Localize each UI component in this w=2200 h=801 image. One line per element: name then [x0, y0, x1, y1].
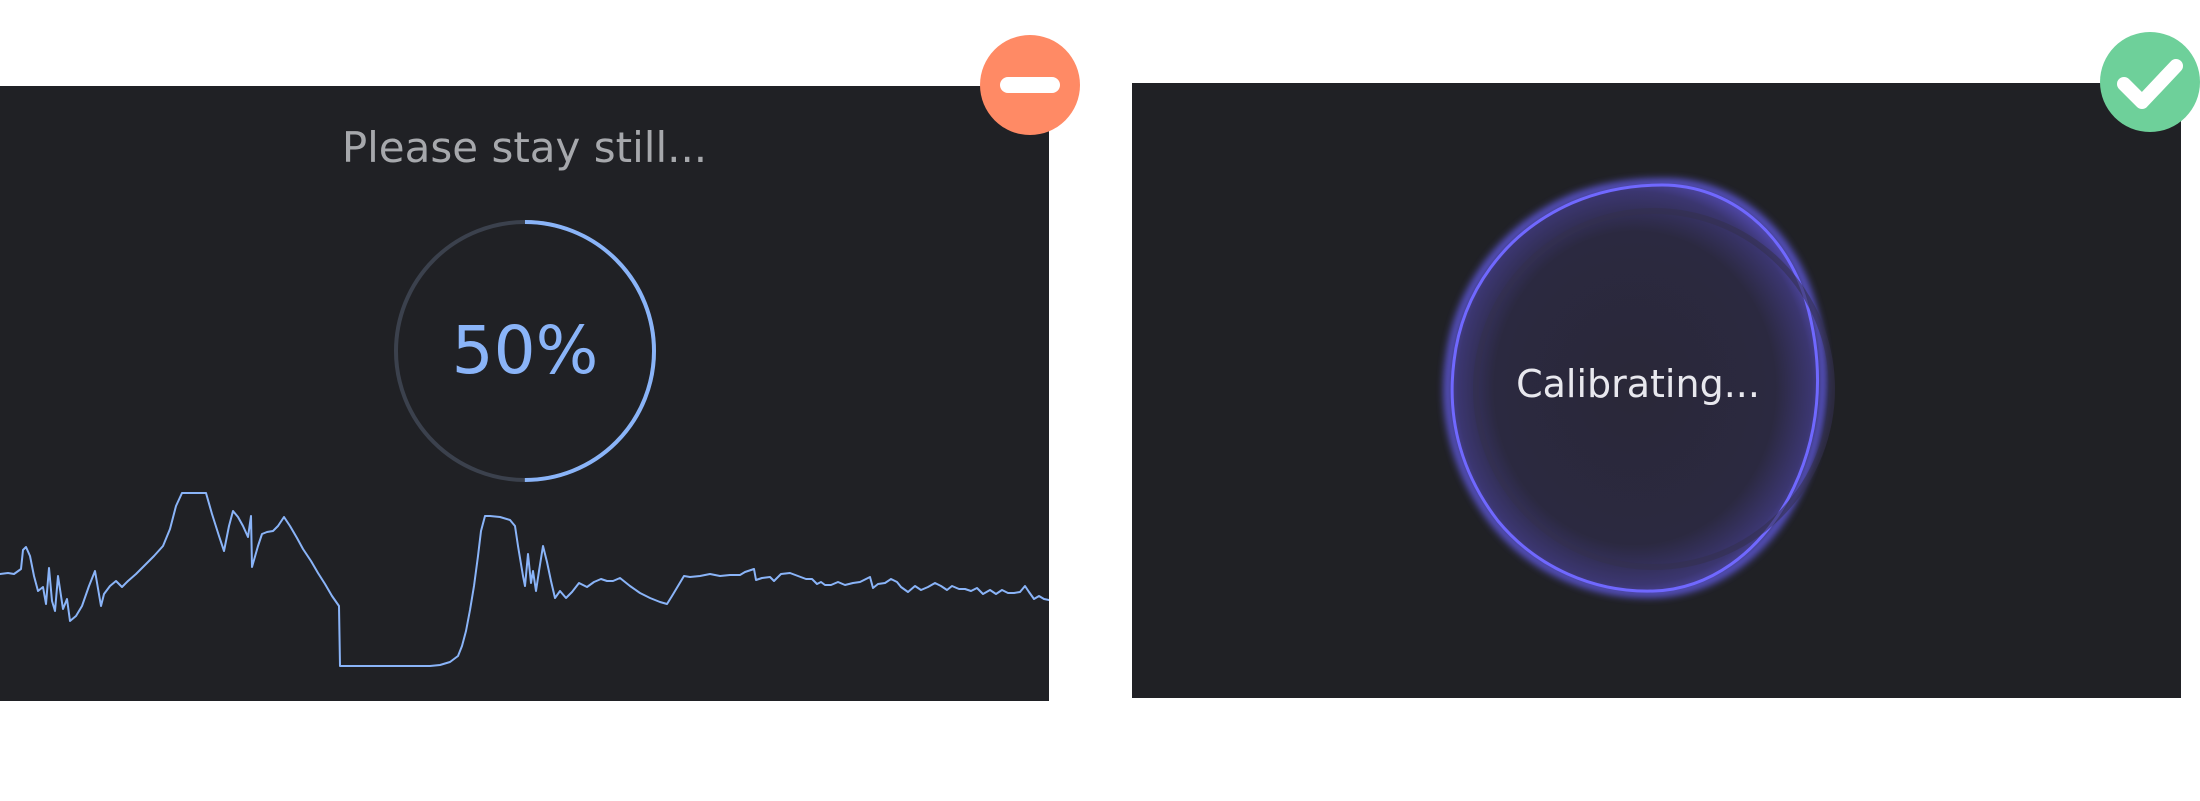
checkmark-icon — [2100, 32, 2200, 132]
calibrating-text: Calibrating... — [1516, 362, 1760, 406]
please-stay-still-text: Please stay still... — [341, 123, 708, 172]
do-example-panel: Calibrating... — [1132, 83, 2181, 698]
waveform-line — [0, 492, 1049, 667]
progress-ring — [394, 220, 656, 482]
dont-example-panel: Please stay still... 50% — [0, 86, 1049, 701]
calibration-blob — [1444, 178, 1835, 598]
progress-percent-label: 50% — [451, 312, 599, 389]
blob-inner-halo — [1473, 208, 1835, 570]
do-badge — [2100, 32, 2200, 132]
progress-ring-arc — [394, 220, 656, 482]
signal-waveform — [0, 492, 1049, 667]
dont-badge — [980, 35, 1080, 135]
blob-body — [1450, 183, 1820, 593]
minus-icon — [980, 35, 1080, 135]
